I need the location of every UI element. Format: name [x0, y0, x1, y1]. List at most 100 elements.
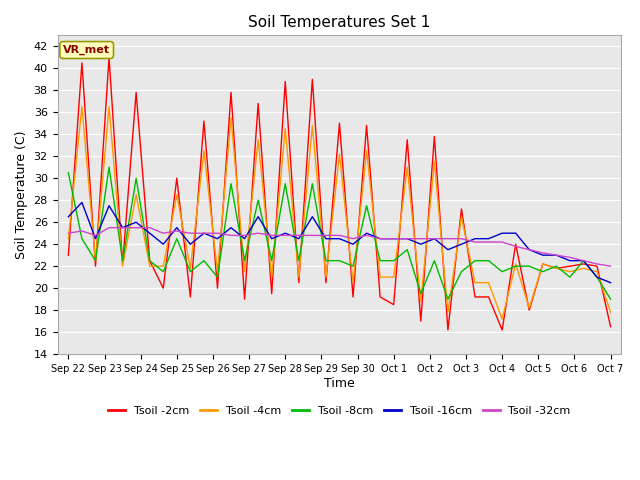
- Tsoil -8cm: [254, 197, 262, 203]
- Tsoil -2cm: [65, 252, 72, 258]
- Tsoil -32cm: [282, 232, 289, 238]
- Tsoil -4cm: [186, 265, 194, 271]
- Tsoil -8cm: [566, 274, 573, 280]
- Tsoil -4cm: [282, 126, 289, 132]
- Tsoil -32cm: [254, 230, 262, 236]
- Tsoil -8cm: [295, 258, 303, 264]
- Tsoil -4cm: [580, 265, 588, 271]
- Y-axis label: Soil Temperature (C): Soil Temperature (C): [15, 131, 28, 259]
- Tsoil -2cm: [322, 280, 330, 286]
- Tsoil -8cm: [159, 269, 167, 275]
- Tsoil -2cm: [376, 294, 384, 300]
- Tsoil -32cm: [186, 230, 194, 236]
- Tsoil -8cm: [214, 274, 221, 280]
- Tsoil -4cm: [525, 305, 533, 311]
- Tsoil -32cm: [417, 236, 425, 241]
- Tsoil -8cm: [146, 258, 154, 264]
- Tsoil -16cm: [241, 236, 248, 241]
- Tsoil -32cm: [132, 225, 140, 230]
- Tsoil -2cm: [552, 265, 560, 271]
- Tsoil -16cm: [173, 225, 180, 230]
- Tsoil -8cm: [335, 258, 343, 264]
- Tsoil -8cm: [390, 258, 397, 264]
- Tsoil -4cm: [119, 264, 127, 269]
- Tsoil -8cm: [268, 258, 276, 264]
- Tsoil -4cm: [254, 137, 262, 143]
- Tsoil -2cm: [580, 261, 588, 267]
- Tsoil -16cm: [132, 219, 140, 225]
- Tsoil -2cm: [214, 285, 221, 291]
- Tsoil -16cm: [431, 236, 438, 241]
- Tsoil -32cm: [146, 225, 154, 230]
- Tsoil -16cm: [227, 225, 235, 230]
- Tsoil -16cm: [146, 230, 154, 236]
- Tsoil -4cm: [593, 269, 601, 275]
- Tsoil -2cm: [146, 258, 154, 264]
- Tsoil -32cm: [376, 236, 384, 241]
- Tsoil -4cm: [159, 264, 167, 269]
- Tsoil -16cm: [119, 225, 127, 230]
- Tsoil -16cm: [349, 241, 357, 247]
- Tsoil -8cm: [186, 269, 194, 275]
- Tsoil -32cm: [105, 225, 113, 230]
- Tsoil -8cm: [580, 258, 588, 264]
- Tsoil -32cm: [512, 243, 520, 249]
- Tsoil -32cm: [471, 239, 479, 245]
- Tsoil -4cm: [78, 104, 86, 109]
- Tsoil -16cm: [525, 247, 533, 252]
- Tsoil -4cm: [363, 148, 371, 154]
- Tsoil -2cm: [186, 294, 194, 300]
- Tsoil -32cm: [308, 232, 316, 238]
- X-axis label: Time: Time: [324, 377, 355, 390]
- Tsoil -32cm: [607, 264, 614, 269]
- Tsoil -32cm: [484, 239, 492, 245]
- Tsoil -4cm: [65, 236, 72, 241]
- Tsoil -4cm: [499, 316, 506, 322]
- Tsoil -2cm: [593, 264, 601, 269]
- Tsoil -16cm: [403, 236, 411, 241]
- Tsoil -2cm: [471, 294, 479, 300]
- Tsoil -32cm: [200, 230, 208, 236]
- Tsoil -4cm: [539, 261, 547, 267]
- Tsoil -2cm: [282, 79, 289, 84]
- Line: Tsoil -16cm: Tsoil -16cm: [68, 203, 611, 283]
- Tsoil -8cm: [431, 258, 438, 264]
- Tsoil -2cm: [308, 76, 316, 82]
- Line: Tsoil -2cm: Tsoil -2cm: [68, 57, 611, 330]
- Tsoil -2cm: [119, 261, 127, 267]
- Tsoil -2cm: [607, 324, 614, 329]
- Tsoil -2cm: [200, 118, 208, 124]
- Tsoil -2cm: [349, 294, 357, 300]
- Tsoil -4cm: [607, 310, 614, 315]
- Tsoil -32cm: [349, 236, 357, 241]
- Tsoil -32cm: [214, 230, 221, 236]
- Tsoil -16cm: [499, 230, 506, 236]
- Tsoil -4cm: [173, 192, 180, 198]
- Tsoil -4cm: [268, 274, 276, 280]
- Tsoil -8cm: [417, 291, 425, 297]
- Tsoil -16cm: [376, 236, 384, 241]
- Tsoil -8cm: [282, 181, 289, 187]
- Tsoil -16cm: [92, 236, 99, 241]
- Tsoil -16cm: [254, 214, 262, 219]
- Tsoil -8cm: [173, 236, 180, 241]
- Tsoil -4cm: [552, 265, 560, 271]
- Tsoil -16cm: [484, 236, 492, 241]
- Tsoil -2cm: [431, 133, 438, 139]
- Tsoil -4cm: [376, 274, 384, 280]
- Tsoil -2cm: [458, 206, 465, 212]
- Tsoil -4cm: [566, 269, 573, 275]
- Tsoil -2cm: [499, 327, 506, 333]
- Tsoil -32cm: [92, 232, 99, 238]
- Tsoil -4cm: [335, 151, 343, 157]
- Tsoil -16cm: [200, 230, 208, 236]
- Tsoil -8cm: [132, 175, 140, 181]
- Tsoil -16cm: [295, 236, 303, 241]
- Tsoil -8cm: [308, 181, 316, 187]
- Tsoil -32cm: [295, 232, 303, 238]
- Tsoil -4cm: [390, 274, 397, 280]
- Tsoil -8cm: [471, 258, 479, 264]
- Tsoil -32cm: [390, 236, 397, 241]
- Tsoil -4cm: [227, 115, 235, 120]
- Tsoil -16cm: [552, 252, 560, 258]
